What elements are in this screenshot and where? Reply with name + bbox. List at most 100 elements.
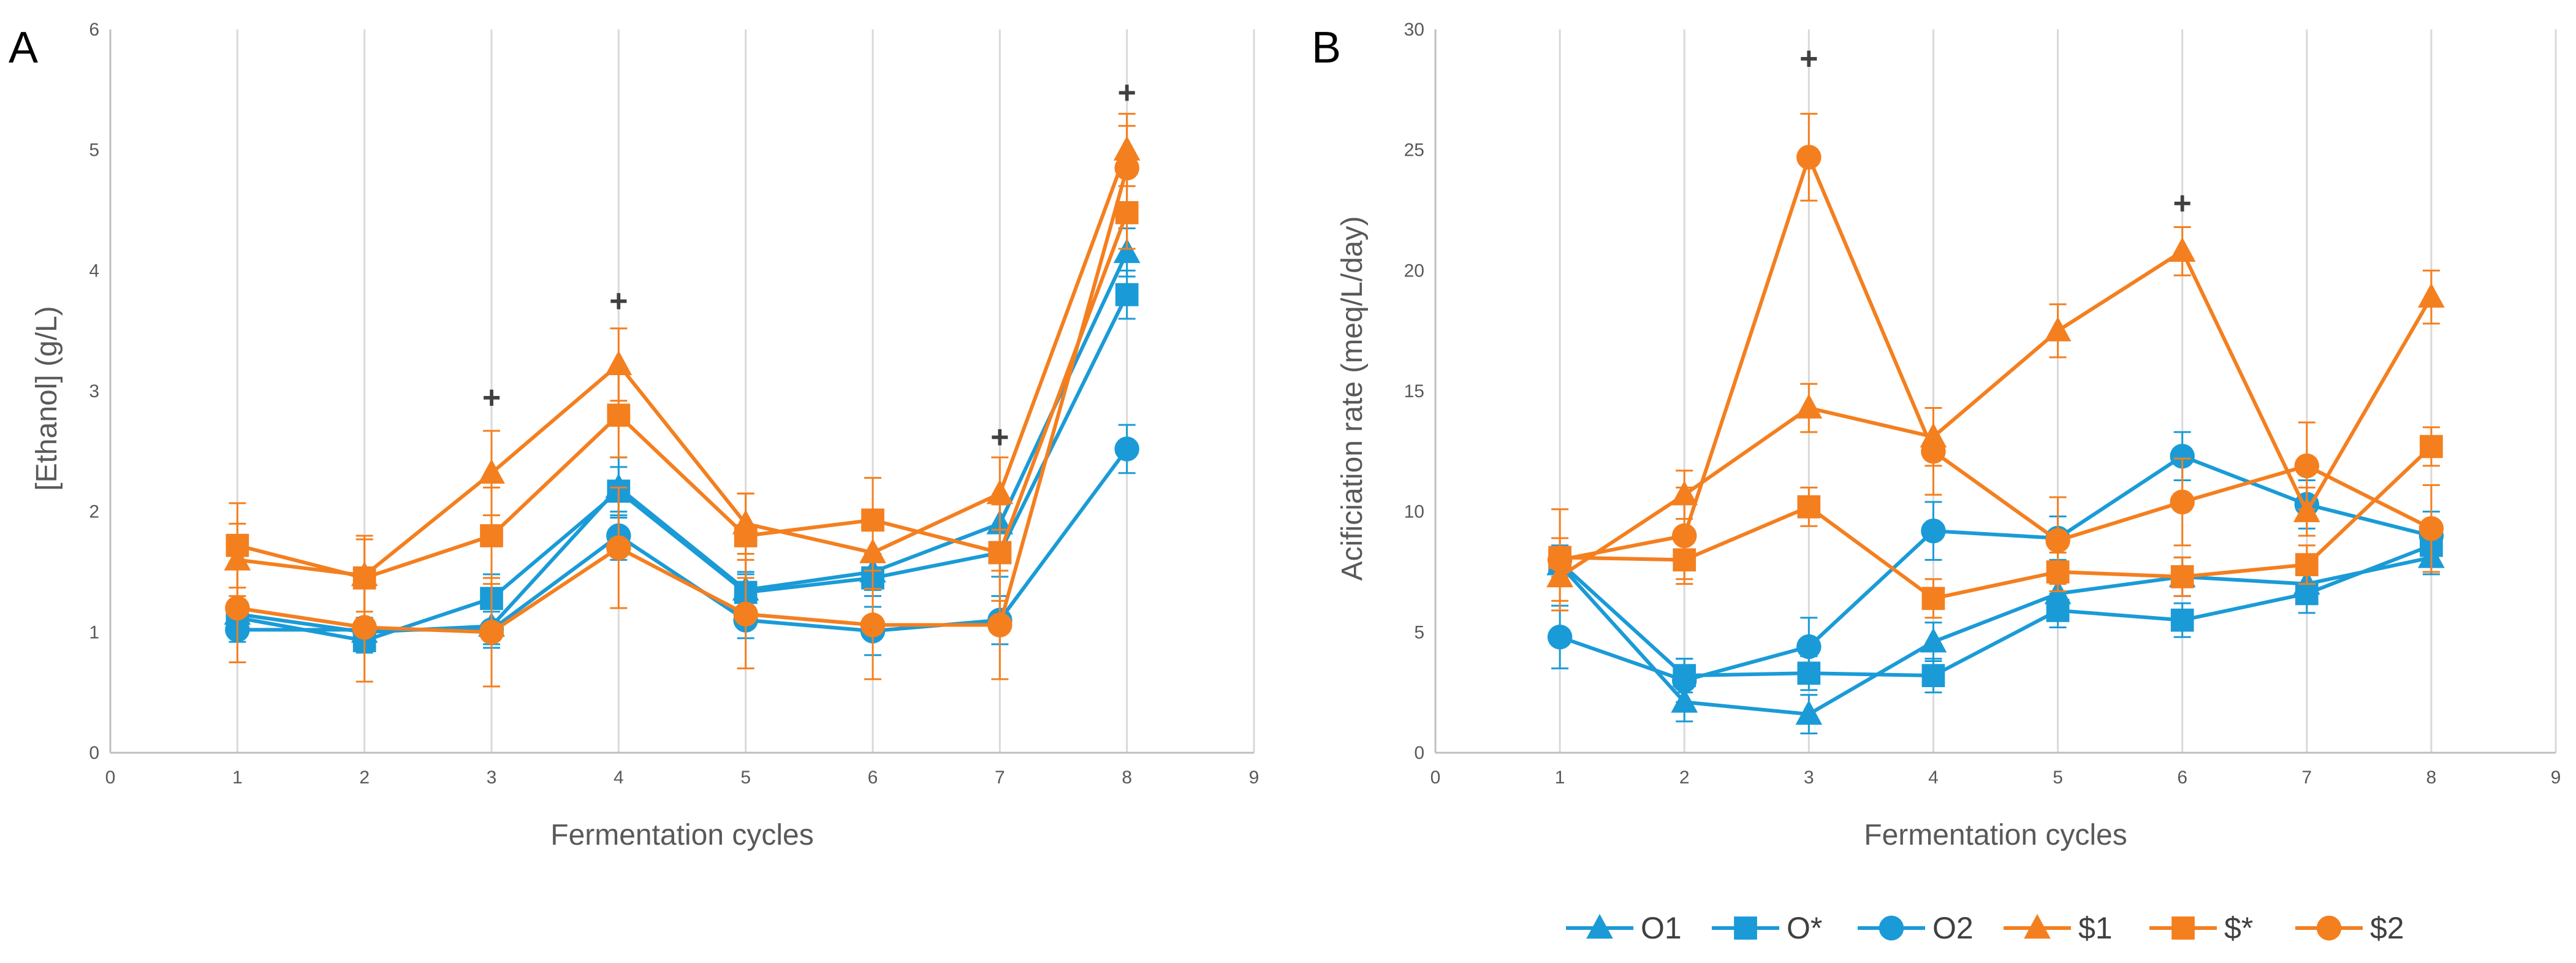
data-point: [860, 612, 886, 638]
x-tick-label: 1: [1555, 767, 1565, 788]
legend-label: O*: [1787, 911, 1822, 945]
data-point: [733, 601, 758, 627]
x-tick-label: 8: [2426, 767, 2437, 788]
x-tick-label: 7: [2301, 767, 2312, 788]
data-point: [861, 508, 884, 532]
data-point: [987, 612, 1013, 638]
data-point: [1115, 283, 1139, 306]
data-point: [1796, 145, 1822, 170]
data-point: [478, 459, 505, 484]
significance-marker: +: [1799, 41, 1818, 77]
data-point: [2418, 516, 2444, 541]
series-line: [1560, 445, 2433, 601]
legend-item: $1: [2004, 911, 2113, 945]
data-point: [1921, 587, 1945, 611]
data-point: [225, 595, 250, 621]
y-tick-label: 0: [1414, 743, 1424, 763]
x-tick-label: 4: [1928, 767, 1939, 788]
legend-label: O1: [1641, 911, 1682, 945]
series-line: [237, 167, 1129, 634]
x-tick-label: 6: [2177, 767, 2187, 788]
legend-label: $*: [2224, 911, 2253, 945]
x-tick-label: 0: [105, 767, 116, 788]
panel-b-series-$2: [1547, 113, 2444, 612]
data-point: [2420, 435, 2443, 459]
data-point: [1795, 394, 1823, 419]
panel-a-letter: A: [9, 23, 38, 72]
significance-marker: +: [990, 420, 1009, 455]
legend-marker: [2171, 916, 2195, 940]
series-line: [237, 211, 1129, 580]
data-point: [1920, 628, 1947, 653]
legend-label: $1: [2078, 911, 2113, 945]
data-point: [986, 479, 1014, 504]
data-point: [1547, 547, 1573, 573]
x-tick-label: 6: [868, 767, 878, 788]
x-tick-label: 2: [1679, 767, 1690, 788]
significance-marker: +: [609, 284, 628, 319]
series-line: [1559, 249, 2433, 579]
y-tick-label: 20: [1404, 261, 1424, 281]
legend-marker: [2024, 914, 2051, 939]
data-point: [1547, 624, 1573, 650]
x-tick-label: 1: [232, 767, 243, 788]
panel-b-y-axis-title: Acificiation rate (meq/L/day): [1336, 216, 1369, 581]
panel-a: A 0 1 2 3 4 5 6 0 1 2 3 4 5 6 7 8 9 + + + + Fermentation cyc…: [9, 20, 1259, 851]
y-tick-label: 0: [89, 743, 99, 763]
panel-a-x-axis-title: Fermentation cycles: [550, 819, 814, 851]
panel-a-series-$2: [225, 124, 1139, 688]
x-tick-label: 2: [359, 767, 370, 788]
y-tick-label: 30: [1404, 20, 1424, 40]
data-point: [1114, 155, 1139, 181]
data-point: [2295, 582, 2319, 606]
data-point: [1796, 634, 1822, 660]
data-point: [1797, 495, 1821, 519]
data-point: [988, 541, 1012, 565]
data-point: [2044, 316, 2072, 341]
x-tick-label: 5: [2053, 767, 2063, 788]
series-line: [237, 149, 1129, 577]
y-tick-label: 6: [89, 20, 99, 40]
legend-label: $2: [2370, 911, 2404, 945]
legend: O1 O* O2 $1 $* $2: [1566, 911, 2404, 945]
legend-marker: [1879, 915, 1904, 941]
data-point: [606, 535, 631, 560]
data-point: [1671, 523, 1697, 549]
x-tick-label: 3: [487, 767, 497, 788]
x-tick-label: 5: [740, 767, 751, 788]
x-tick-label: 9: [2551, 767, 2561, 788]
y-tick-label: 15: [1404, 381, 1424, 402]
data-point: [2418, 283, 2445, 308]
data-point: [352, 615, 377, 640]
y-tick-label: 5: [1414, 622, 1424, 642]
y-tick-label: 4: [89, 261, 99, 281]
data-point: [1921, 664, 1945, 687]
x-tick-label: 7: [995, 767, 1005, 788]
series-line: [1558, 555, 2432, 717]
series-line: [237, 294, 1129, 643]
panel-b: B 0 5 10 15 20 25 30 0 1 2 3 4 5 6 7 8 9 + + Fermentation …: [1312, 20, 2561, 851]
data-point: [1921, 518, 1946, 544]
y-tick-label: 2: [89, 502, 99, 522]
data-point: [480, 524, 503, 547]
x-tick-label: 4: [614, 767, 624, 788]
x-tick-label: 3: [1804, 767, 1814, 788]
data-point: [1795, 700, 1823, 725]
x-tick-label: 0: [1430, 767, 1441, 788]
legend-marker: [2316, 915, 2342, 941]
data-point: [2170, 608, 2194, 632]
series-line: [1559, 454, 2432, 682]
legend-item: O2: [1858, 911, 1974, 945]
data-point: [2170, 565, 2194, 588]
legend-item: $*: [2149, 911, 2253, 945]
panel-a-y-axis-title: [Ethanol] (g/L): [31, 306, 63, 491]
data-point: [2045, 528, 2070, 554]
legend-marker: [1734, 916, 1757, 940]
data-point: [2170, 489, 2195, 515]
data-point: [734, 524, 758, 547]
data-point: [1114, 436, 1139, 462]
legend-item: O1: [1566, 911, 1682, 945]
panel-b-plot: 0 5 10 15 20 25 30 0 1 2 3 4 5 6 7 8 9 + +: [1404, 20, 2561, 788]
significance-marker: +: [1117, 75, 1136, 110]
